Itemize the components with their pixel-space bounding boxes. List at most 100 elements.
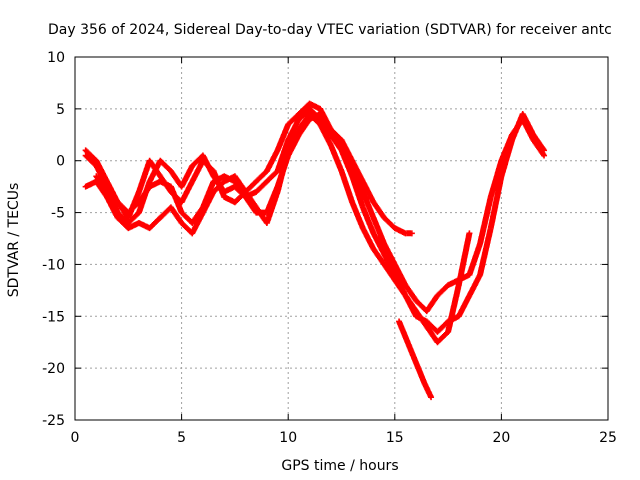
series-marker-run bbox=[477, 195, 494, 246]
series-marker-run bbox=[371, 200, 387, 220]
series-marker-run bbox=[179, 164, 195, 189]
y-tick-label: -25 bbox=[42, 413, 65, 429]
series-marker-run bbox=[328, 127, 344, 147]
series-marker-run bbox=[296, 117, 312, 137]
series-marker-run bbox=[264, 169, 280, 184]
series-marker-run bbox=[435, 329, 450, 345]
series-marker-run bbox=[467, 273, 483, 298]
series-marker-run bbox=[318, 117, 333, 137]
series-marker-run bbox=[83, 153, 99, 168]
series-marker-run bbox=[285, 117, 302, 142]
series-marker-run bbox=[349, 200, 366, 230]
x-tick-label: 5 bbox=[177, 430, 186, 446]
series-marker-run bbox=[392, 273, 408, 298]
series-marker-run bbox=[488, 174, 505, 230]
series-marker-run bbox=[189, 159, 206, 184]
series-marker-run bbox=[264, 148, 280, 173]
series-marker-run bbox=[286, 112, 301, 127]
series-marker-run bbox=[396, 319, 408, 339]
data-point bbox=[428, 394, 435, 401]
data-point bbox=[408, 230, 415, 237]
series-marker-run bbox=[409, 350, 421, 370]
series-marker-run bbox=[477, 226, 494, 277]
y-tick-label: -5 bbox=[51, 206, 65, 222]
series-marker-run bbox=[349, 164, 366, 194]
x-tick-label: 25 bbox=[599, 430, 617, 446]
series-marker-run bbox=[339, 169, 355, 204]
axis-ticks: 0 5 10 15 20 25 -25 -20 -15 -10 -5 0 5 10 bbox=[42, 50, 617, 446]
series-marker-run bbox=[531, 138, 547, 158]
series-marker-run bbox=[94, 179, 110, 199]
data-series bbox=[82, 100, 548, 401]
series-marker-run bbox=[200, 179, 216, 210]
data-point bbox=[541, 152, 548, 159]
series-marker-run bbox=[168, 184, 185, 215]
x-tick-label: 15 bbox=[386, 430, 404, 446]
series-marker-run bbox=[360, 190, 376, 220]
y-tick-label: -15 bbox=[42, 309, 65, 325]
series-marker-run bbox=[126, 200, 141, 215]
series-marker-run bbox=[328, 143, 344, 173]
series-marker-run bbox=[136, 179, 153, 215]
series-marker-run bbox=[275, 122, 291, 152]
series-marker-run bbox=[83, 148, 99, 163]
series-marker-run bbox=[403, 293, 419, 318]
series-marker-run bbox=[381, 242, 398, 267]
series-marker-run bbox=[285, 133, 302, 158]
series-marker-run bbox=[371, 231, 387, 256]
series-marker-run bbox=[254, 179, 269, 194]
series-marker-run bbox=[317, 122, 334, 147]
chart-title: Day 356 of 2024, Sidereal Day-to-day VTE… bbox=[48, 22, 612, 38]
series-marker-run bbox=[126, 210, 141, 225]
series-marker-run bbox=[382, 215, 397, 231]
series-marker-run bbox=[275, 153, 291, 189]
series-marker-run bbox=[424, 324, 440, 344]
series-marker-run bbox=[360, 226, 376, 251]
series-marker-run bbox=[424, 293, 440, 313]
series-marker-run bbox=[254, 169, 269, 184]
series-marker-run bbox=[147, 215, 163, 231]
series-marker-run bbox=[275, 138, 291, 173]
series-trace-5 bbox=[396, 318, 435, 401]
series-marker-run bbox=[403, 283, 419, 303]
series-marker-run bbox=[158, 158, 173, 173]
series-marker-run bbox=[94, 164, 110, 189]
series-marker-run bbox=[147, 159, 163, 184]
series-marker-run bbox=[264, 184, 280, 215]
y-tick-label: 10 bbox=[47, 50, 65, 66]
series-marker-run bbox=[296, 112, 312, 132]
grid-lines bbox=[75, 57, 608, 420]
y-tick-label: 0 bbox=[56, 154, 65, 170]
series-marker-run bbox=[392, 262, 408, 287]
series-marker-run bbox=[232, 174, 248, 194]
series-marker-run bbox=[179, 179, 195, 204]
x-tick-label: 10 bbox=[279, 430, 297, 446]
series-marker-run bbox=[403, 335, 415, 355]
series-marker-run bbox=[415, 366, 428, 386]
series-marker-run bbox=[456, 293, 472, 318]
y-tick-label: 5 bbox=[56, 102, 65, 118]
data-point bbox=[466, 230, 473, 237]
series-marker-run bbox=[435, 319, 450, 334]
series-marker-run bbox=[168, 205, 184, 225]
series-marker-run bbox=[435, 283, 450, 298]
y-tick-label: -10 bbox=[42, 257, 65, 273]
series-marker-run bbox=[466, 242, 483, 277]
y-tick-label: -20 bbox=[42, 361, 65, 377]
series-marker-run bbox=[136, 159, 153, 194]
series-marker-run bbox=[498, 133, 515, 163]
series-marker-run bbox=[190, 205, 206, 225]
x-tick-label: 0 bbox=[71, 430, 80, 446]
series-marker-run bbox=[371, 247, 387, 267]
y-axis-label: SDTVAR / TECUs bbox=[6, 183, 22, 298]
series-marker-run bbox=[360, 179, 376, 204]
series-marker-run bbox=[104, 184, 121, 215]
series-marker-run bbox=[381, 252, 398, 277]
series-marker-run bbox=[189, 210, 206, 235]
series-marker-run bbox=[349, 174, 366, 209]
series-marker-run bbox=[404, 230, 414, 237]
series-trace-4 bbox=[82, 111, 548, 315]
series-marker-run bbox=[318, 112, 333, 132]
series-marker-run bbox=[520, 117, 536, 142]
